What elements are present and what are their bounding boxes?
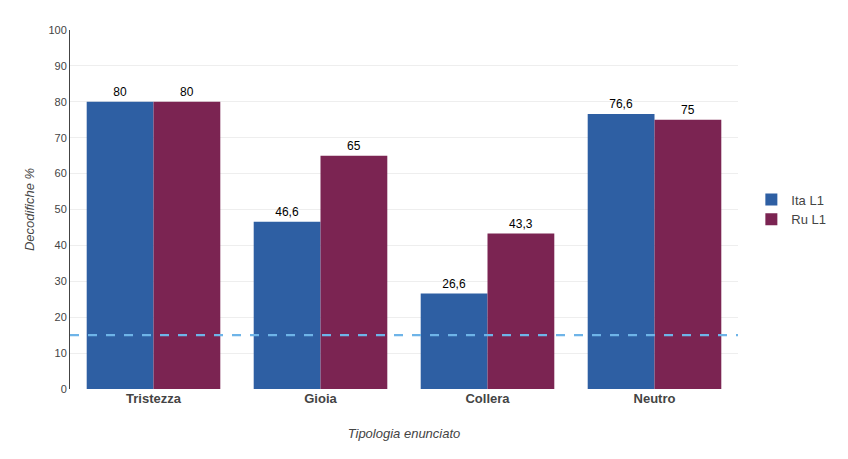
- svg-text:Ita L1: Ita L1: [791, 193, 824, 208]
- svg-text:46,6: 46,6: [275, 205, 299, 219]
- svg-text:80: 80: [180, 85, 194, 99]
- svg-text:Collera: Collera: [465, 391, 510, 406]
- svg-text:Decodifiche %: Decodifiche %: [22, 168, 37, 251]
- svg-text:Tipologia enunciato: Tipologia enunciato: [348, 426, 461, 441]
- svg-text:10: 10: [55, 347, 67, 359]
- svg-text:20: 20: [55, 311, 67, 323]
- svg-text:43,3: 43,3: [509, 217, 533, 231]
- svg-text:26,6: 26,6: [442, 277, 466, 291]
- svg-text:30: 30: [55, 275, 67, 287]
- svg-text:80: 80: [55, 96, 67, 108]
- svg-text:75: 75: [681, 103, 695, 117]
- svg-text:40: 40: [55, 239, 67, 251]
- svg-text:65: 65: [347, 139, 361, 153]
- svg-text:Neutro: Neutro: [634, 391, 676, 406]
- svg-text:Gioia: Gioia: [304, 391, 337, 406]
- svg-text:0: 0: [61, 383, 67, 395]
- svg-text:60: 60: [55, 167, 67, 179]
- svg-text:76,6: 76,6: [609, 97, 633, 111]
- svg-text:Tristezza: Tristezza: [126, 391, 182, 406]
- svg-text:100: 100: [48, 24, 66, 36]
- svg-text:50: 50: [55, 203, 67, 215]
- svg-text:80: 80: [113, 85, 127, 99]
- svg-text:Ru L1: Ru L1: [791, 212, 826, 227]
- svg-text:70: 70: [55, 132, 67, 144]
- svg-text:90: 90: [55, 60, 67, 72]
